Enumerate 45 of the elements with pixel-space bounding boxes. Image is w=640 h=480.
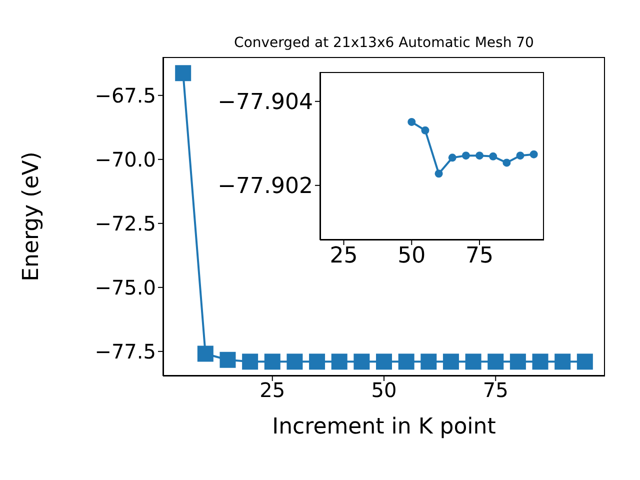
point — [502, 158, 511, 167]
point — [264, 354, 280, 370]
point — [309, 354, 326, 370]
point — [197, 346, 214, 362]
point — [462, 152, 470, 160]
x-tick-label: 50 — [398, 244, 426, 269]
point — [476, 152, 484, 160]
point — [532, 354, 548, 370]
point — [398, 354, 414, 370]
point — [516, 152, 524, 160]
point — [354, 354, 370, 370]
x-tick-label: 75 — [482, 378, 508, 402]
y-tick-label: −75.0 — [94, 276, 156, 300]
y-axis-title: Energy (eV) — [18, 152, 44, 282]
point — [465, 354, 482, 370]
y-tick-label: −72.5 — [94, 212, 156, 236]
x-tick-label: 50 — [371, 378, 397, 402]
point — [408, 118, 416, 126]
point — [434, 170, 443, 178]
x-tick-label: 75 — [466, 244, 494, 269]
y-tick-label: −70.0 — [94, 148, 156, 172]
point — [576, 354, 593, 370]
y-tick-label: −77.902 — [218, 174, 313, 200]
point — [420, 354, 437, 370]
point — [175, 65, 192, 82]
x-tick-label: 25 — [260, 378, 286, 402]
point — [488, 354, 504, 370]
x-tick-label: 25 — [330, 244, 358, 269]
point — [421, 126, 430, 134]
point — [220, 352, 236, 368]
point — [331, 354, 348, 370]
chart-title: Converged at 21x13x6 Automatic Mesh 70 — [234, 35, 534, 51]
y-tick-label: −77.904 — [218, 90, 313, 116]
point — [510, 354, 526, 370]
point — [554, 354, 571, 370]
point — [242, 354, 258, 370]
point — [286, 354, 303, 370]
y-tick-label: −67.5 — [94, 84, 156, 108]
point — [530, 150, 538, 158]
x-axis-title: Increment in K point — [272, 414, 496, 440]
point — [448, 154, 456, 162]
point — [376, 354, 392, 370]
point — [442, 354, 459, 370]
y-tick-label: −77.5 — [94, 340, 156, 364]
point — [489, 152, 498, 160]
